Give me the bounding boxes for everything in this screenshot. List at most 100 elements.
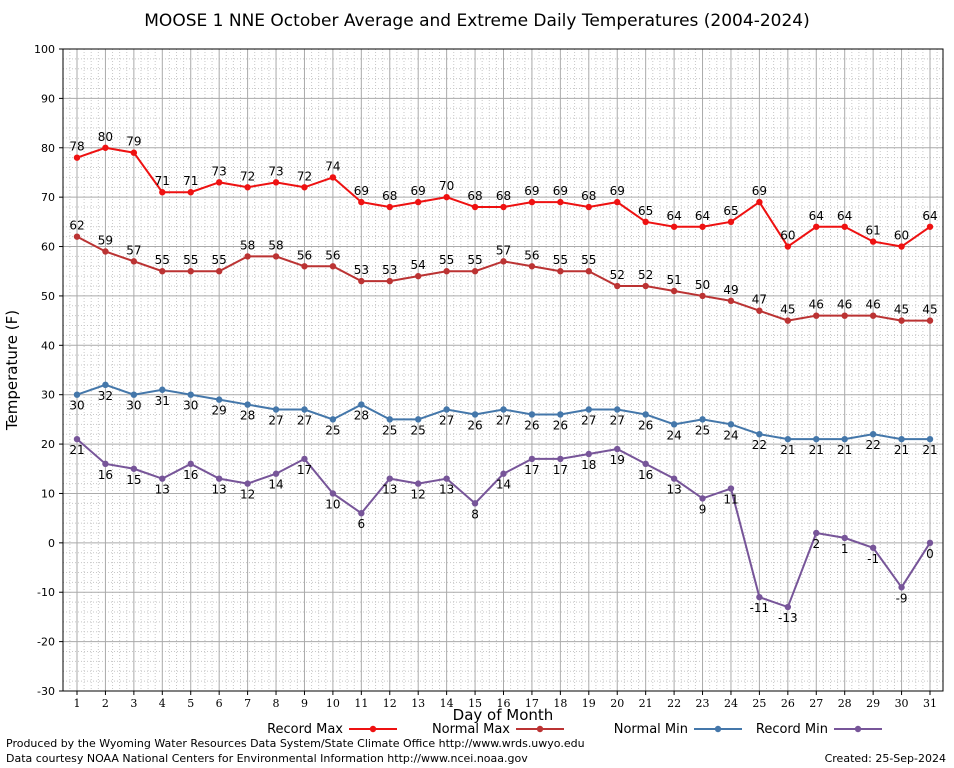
- data-label: 68: [467, 189, 482, 203]
- data-label: 13: [439, 483, 454, 497]
- data-point: [784, 243, 792, 250]
- data-point: [102, 144, 109, 151]
- data-label: -11: [750, 601, 770, 615]
- data-point: [301, 263, 308, 270]
- data-label: 55: [212, 253, 227, 267]
- y-tick-label: 20: [41, 438, 55, 451]
- data-label: 55: [581, 253, 596, 267]
- data-label: 27: [496, 414, 511, 428]
- legend-label: Normal Min: [614, 722, 688, 737]
- data-point: [329, 263, 337, 270]
- data-point: [358, 198, 365, 206]
- data-point: [130, 149, 138, 156]
- data-point: [73, 391, 81, 398]
- data-label: 52: [610, 268, 625, 282]
- data-point: [386, 475, 393, 482]
- x-tick-label: 13: [411, 697, 425, 710]
- data-point: [670, 475, 678, 482]
- x-tick-label: 31: [923, 697, 937, 710]
- data-label: 12: [240, 488, 255, 502]
- x-tick-label: 19: [582, 697, 596, 710]
- legend-swatch-marker: [714, 725, 722, 733]
- data-point: [244, 480, 251, 487]
- data-point: [898, 435, 905, 443]
- data-point: [358, 277, 365, 285]
- data-point: [528, 455, 536, 463]
- data-point: [272, 179, 280, 186]
- data-point: [73, 435, 81, 443]
- data-label: 14: [268, 478, 283, 492]
- data-point: [358, 510, 365, 517]
- x-tick-label: 25: [752, 697, 766, 710]
- x-tick-label: 4: [159, 697, 166, 710]
- data-label: 45: [780, 303, 795, 317]
- data-label: 73: [212, 164, 227, 178]
- data-point: [614, 445, 621, 453]
- data-label: 64: [922, 209, 937, 223]
- data-label: 32: [98, 389, 113, 403]
- x-tick-label: 11: [354, 697, 368, 710]
- data-label: -1: [867, 552, 879, 566]
- data-point: [699, 223, 706, 230]
- data-point: [358, 401, 365, 408]
- data-point: [756, 307, 763, 314]
- data-point: [130, 465, 138, 472]
- data-point: [784, 317, 792, 324]
- x-tick-label: 23: [696, 697, 710, 710]
- data-label: 55: [553, 253, 568, 267]
- data-label: 11: [723, 493, 738, 507]
- data-label: 68: [496, 189, 511, 203]
- x-tick-label: 9: [301, 697, 308, 710]
- footer-produced-by: Produced by the Wyoming Water Resources …: [6, 737, 585, 750]
- data-label: 26: [638, 418, 653, 432]
- data-point: [585, 450, 592, 458]
- data-point: [699, 495, 706, 502]
- data-point: [813, 312, 820, 319]
- data-point: [500, 258, 507, 265]
- x-tick-label: 22: [667, 697, 681, 710]
- data-label: 69: [752, 184, 767, 198]
- data-label: 16: [98, 468, 113, 482]
- data-point: [784, 435, 792, 443]
- x-axis-label: Day of Month: [453, 706, 554, 724]
- data-point: [898, 243, 905, 250]
- data-label: 22: [865, 438, 880, 452]
- legend-label: Record Max: [267, 722, 343, 737]
- data-point: [244, 401, 251, 408]
- data-point: [272, 470, 280, 477]
- data-label: 71: [155, 174, 170, 188]
- data-label: 57: [126, 243, 141, 257]
- data-point: [102, 248, 109, 255]
- data-label: 65: [723, 204, 738, 218]
- data-point: [528, 198, 536, 206]
- x-tick-label: 28: [838, 697, 852, 710]
- data-point: [557, 411, 564, 418]
- data-point: [670, 421, 678, 428]
- data-point: [585, 406, 592, 413]
- data-point: [130, 391, 138, 398]
- data-label: 47: [752, 293, 767, 307]
- data-point: [471, 268, 479, 275]
- y-tick-label: 0: [48, 537, 55, 550]
- data-point: [215, 268, 223, 275]
- data-point: [244, 253, 251, 260]
- data-label: 21: [894, 443, 909, 457]
- x-tick-label: 10: [326, 697, 340, 710]
- data-point: [187, 391, 194, 398]
- x-tick-label: 27: [809, 697, 823, 710]
- data-label: 64: [695, 209, 710, 223]
- data-label: 2: [812, 537, 820, 551]
- data-label: 45: [894, 303, 909, 317]
- data-label: 69: [411, 184, 426, 198]
- y-tick-label: 100: [34, 43, 55, 56]
- data-label: 80: [98, 130, 113, 144]
- data-label: 57: [496, 243, 511, 257]
- data-label: 69: [354, 184, 369, 198]
- data-label: 60: [780, 229, 795, 243]
- data-point: [500, 470, 507, 477]
- data-label: 24: [723, 428, 738, 442]
- y-tick-label: -20: [37, 636, 55, 649]
- y-tick-label: 30: [41, 389, 55, 402]
- data-point: [443, 193, 450, 201]
